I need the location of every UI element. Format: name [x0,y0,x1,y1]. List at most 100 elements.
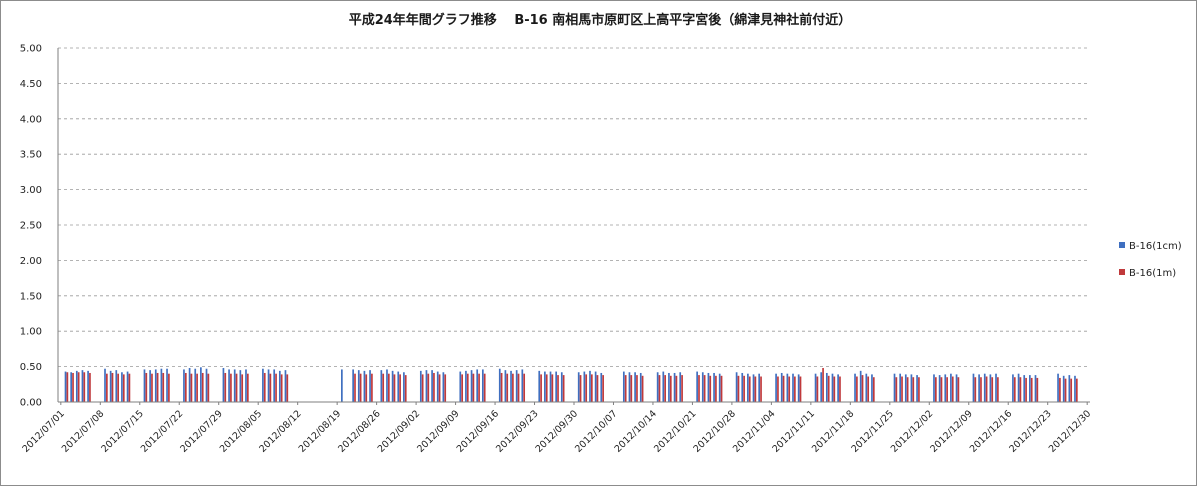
bar [168,373,170,402]
bar [596,375,599,402]
bar [404,375,407,402]
bar [397,371,400,402]
bar [126,371,129,402]
y-tick-label: 4.00 [20,114,42,125]
bar [421,374,424,402]
bar [506,373,509,402]
bar [245,369,247,402]
bar [1013,377,1016,402]
bar [224,372,227,402]
bar [754,376,757,402]
bar [504,370,507,402]
bar [121,372,123,402]
bar [707,372,710,402]
y-tick-label: 4.50 [20,79,42,90]
bar [743,375,745,402]
bar [980,377,982,402]
bar [104,368,106,402]
bar [521,369,524,402]
bar [380,370,383,402]
bar [280,374,283,402]
bar [207,373,210,402]
bar [540,374,542,402]
bar [854,373,856,402]
bar [72,372,74,402]
bar [856,376,858,402]
bar [600,372,603,402]
y-axis-ticks: 0.00 0.50 1.00 1.50 2.00 2.50 3.00 3.50 4.00 4.50… [20,44,42,409]
bar [365,374,368,402]
bar [122,374,125,402]
bar [839,376,841,402]
bar [786,373,789,402]
bar [797,374,800,402]
bar [859,370,862,402]
legend-swatch-1cm [1119,242,1125,248]
bar [517,373,520,402]
y-tick-label: 1.50 [20,291,42,302]
bar [895,377,898,402]
bar [1068,375,1071,402]
bar [562,375,565,402]
bar [718,373,721,402]
bar [557,375,559,402]
bar [698,375,700,402]
bar [476,369,479,402]
bar [814,373,817,402]
bar [545,374,548,402]
bar [87,370,89,402]
bar [893,373,896,402]
bar [262,368,264,402]
bar [720,375,723,402]
bar [944,374,947,402]
bar [991,377,994,402]
bar [933,374,935,402]
bar [780,372,783,402]
bar [904,374,907,402]
bar [701,372,704,402]
bar [284,370,287,402]
bar [703,375,706,402]
bar [658,375,661,402]
bar [239,370,242,402]
x-tick-label: 2012/12/30 [1047,408,1094,455]
bar [111,372,114,402]
bar [393,374,396,402]
bar [709,375,712,402]
chart-title: 平成24年年間グラフ推移 B-16 南相馬市原町区上高平字宮後（綿津見神社前付近… [349,12,852,28]
bar [579,375,582,402]
bar [938,375,941,402]
bar [117,373,119,402]
y-tick-label: 3.00 [20,185,42,196]
bar [196,373,198,402]
bar [354,373,356,402]
bar [713,372,715,402]
bar [510,370,512,402]
bar [639,372,642,402]
bar [636,375,638,402]
bar [867,376,870,402]
bar [675,375,678,402]
bar [1064,378,1067,402]
bar [995,373,997,402]
bar [1075,378,1078,402]
bar [782,375,785,402]
bar [1059,377,1061,402]
bar [792,373,794,402]
bar [523,373,526,402]
bar [151,373,153,402]
y-tick-label: 0.50 [20,362,42,373]
bar [989,374,992,402]
bar [278,370,281,402]
bar [438,374,441,402]
bar [624,375,627,402]
bar [935,377,937,402]
bar [865,373,868,402]
bar [247,373,249,402]
bar [387,373,390,402]
bar [419,370,422,402]
bar [115,370,118,402]
bar [997,377,999,402]
bar [983,373,986,402]
bar [89,372,91,402]
